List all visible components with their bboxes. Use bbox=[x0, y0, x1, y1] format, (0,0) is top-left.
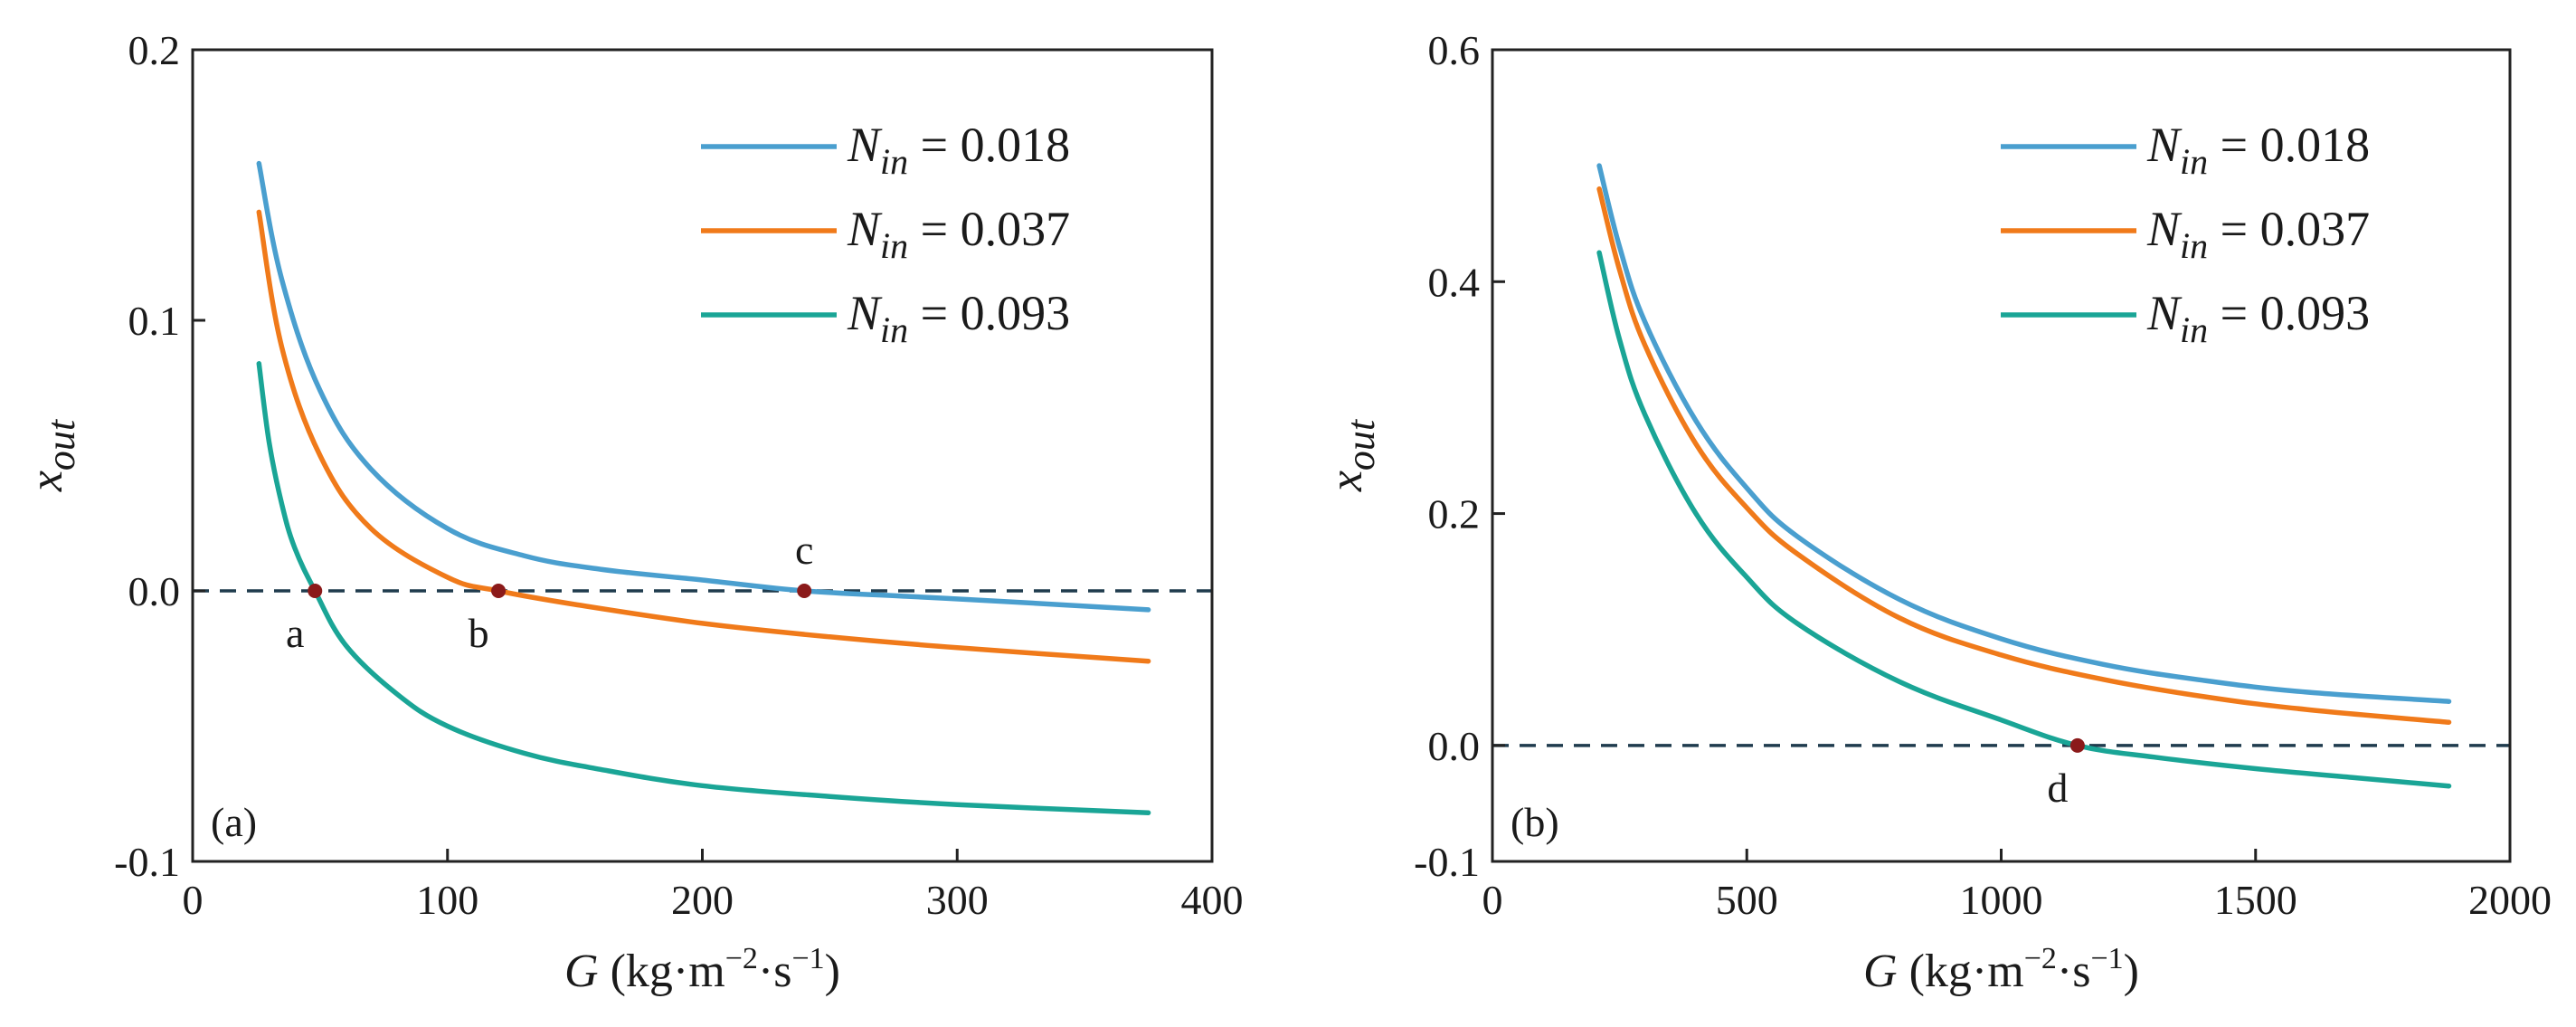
chart-panel-a: a b c 0 100 200 300 400 -0.1 0.0 0.1 0.2 G (kg·m−2·s… bbox=[21, 27, 1244, 997]
x-tick-label: 2000 bbox=[2468, 877, 2552, 923]
point-marker-a bbox=[308, 584, 323, 598]
x-tick-label: 1000 bbox=[1960, 877, 2043, 923]
x-axis-label: G (kg·m−2·s−1) bbox=[1863, 942, 2139, 997]
series-line-2 bbox=[1596, 186, 2452, 725]
point-marker-d bbox=[2069, 737, 2085, 753]
point-label-a: a bbox=[286, 610, 304, 656]
y-axis-label: xout bbox=[21, 418, 83, 492]
x-tick-label: 1500 bbox=[2214, 877, 2297, 923]
y-tick-label: 0.2 bbox=[128, 27, 181, 73]
point-marker-c bbox=[797, 584, 812, 598]
legend-label-2: Nin = 0.037 bbox=[2146, 202, 2370, 266]
legend-label-3: Nin = 0.093 bbox=[2146, 286, 2370, 350]
x-tick-label: 100 bbox=[416, 877, 478, 923]
x-tick-label: 200 bbox=[671, 877, 734, 923]
chart-panel-b: d 0 500 1000 1500 2000 -0.1 0.0 0.2 0.4 0.6 G (kg·m… bbox=[1321, 27, 2552, 997]
panel-label: (b) bbox=[1511, 799, 1559, 845]
y-tick-label: -0.1 bbox=[114, 839, 180, 885]
series-line-2 bbox=[256, 209, 1151, 664]
y-tick-label: 0.0 bbox=[128, 568, 181, 614]
y-tick-label: -0.1 bbox=[1414, 839, 1480, 885]
y-tick-label: 0.1 bbox=[128, 298, 181, 344]
x-tick-label: 400 bbox=[1181, 877, 1244, 923]
legend: Nin = 0.018 Nin = 0.037 Nin = 0.093 bbox=[2001, 118, 2370, 350]
panel-label: (a) bbox=[211, 799, 257, 845]
x-axis-label: G (kg·m−2·s−1) bbox=[564, 942, 840, 997]
y-tick-label: 0.2 bbox=[1428, 491, 1481, 537]
y-axis-label: xout bbox=[1321, 418, 1383, 492]
y-tick-label: 0.6 bbox=[1428, 27, 1481, 73]
legend-label-3: Nin = 0.093 bbox=[847, 286, 1070, 350]
legend-label-1: Nin = 0.018 bbox=[2146, 118, 2370, 182]
x-tick-label: 0 bbox=[1482, 877, 1503, 923]
point-marker-b bbox=[491, 584, 507, 598]
point-label-c: c bbox=[795, 527, 813, 573]
legend-label-2: Nin = 0.037 bbox=[847, 202, 1070, 266]
x-tick-label: 500 bbox=[1716, 877, 1778, 923]
x-tick-label: 0 bbox=[183, 877, 204, 923]
point-label-b: b bbox=[469, 610, 489, 656]
series-line-1 bbox=[256, 160, 1151, 613]
legend-label-1: Nin = 0.018 bbox=[847, 118, 1070, 182]
x-tick-label: 300 bbox=[926, 877, 989, 923]
series-line-3 bbox=[256, 361, 1151, 815]
series-line-3 bbox=[1596, 250, 2452, 789]
series-line-1 bbox=[1596, 163, 2452, 704]
point-label-d: d bbox=[2047, 765, 2068, 811]
legend: Nin = 0.018 Nin = 0.037 Nin = 0.093 bbox=[701, 118, 1070, 350]
y-tick-label: 0.0 bbox=[1428, 723, 1481, 769]
y-tick-label: 0.4 bbox=[1428, 259, 1481, 305]
